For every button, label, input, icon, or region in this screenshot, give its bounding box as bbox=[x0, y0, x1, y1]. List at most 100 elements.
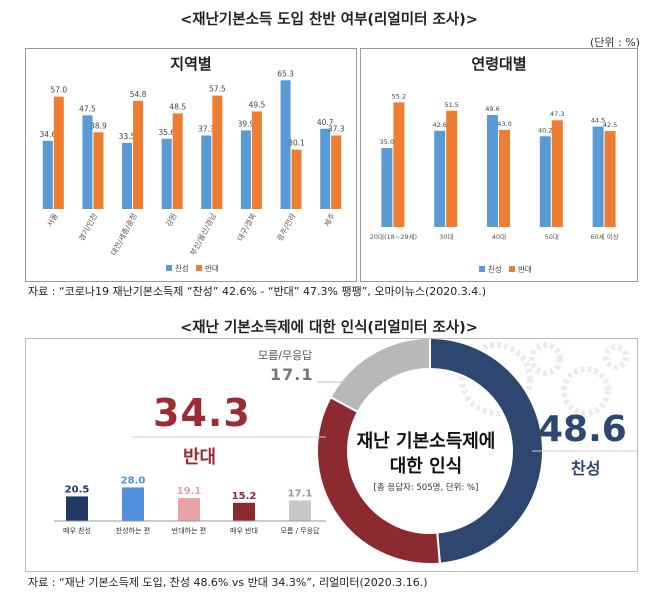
donut-center-line1: 재난 기본소득제에 bbox=[356, 431, 496, 452]
against-label: 반대 bbox=[183, 447, 217, 468]
small-bar-value: 15.2 bbox=[232, 491, 257, 502]
donut-slice-0 bbox=[429, 339, 544, 565]
age-chart: 35.0 55.2 20대(18~29세) 42.6 51.5 30대 49.6 43.0 40… bbox=[370, 92, 619, 274]
data-label: 35.0 bbox=[380, 138, 394, 146]
bar-approve bbox=[487, 115, 498, 227]
data-label: 42.6 bbox=[432, 121, 446, 129]
for-label: 찬성 bbox=[571, 459, 601, 478]
data-label: 51.5 bbox=[444, 101, 458, 109]
small-bar-label: 모름 / 무응답 bbox=[280, 526, 320, 535]
bar-oppose bbox=[499, 129, 510, 227]
legend-swatch bbox=[166, 265, 172, 271]
gear-decoration bbox=[561, 366, 611, 416]
bar-approve bbox=[122, 142, 133, 209]
section1-source: 자료 : “코로나19 재난기본소득제 “찬성” 42.6% - “반대” 47… bbox=[28, 285, 487, 298]
small-bar-value: 17.1 bbox=[288, 488, 313, 499]
perception-panel: 20.5 매우 찬성 28.0 찬성하는 편 19.1 반대하는 편 15.2 매우 반대 17… bbox=[25, 338, 638, 572]
bar-oppose bbox=[604, 131, 616, 227]
respondent-note: [총 응답자: 505명, 단위: %] bbox=[373, 483, 479, 493]
section2-title: <재난 기본소득제에 대한 인식(리얼미터 조사)> bbox=[180, 320, 478, 336]
bar-oppose bbox=[93, 132, 104, 209]
legend-swatch bbox=[196, 265, 202, 271]
data-label: 55.2 bbox=[392, 92, 406, 100]
undecided-label: 모름/무응답 bbox=[258, 349, 313, 362]
data-label: 49.5 bbox=[249, 100, 266, 109]
category-label: 서울 bbox=[45, 212, 59, 228]
against-percentage: 34.3 bbox=[153, 391, 251, 435]
data-label: 43.0 bbox=[497, 120, 511, 128]
small-bar-label: 매우 찬성 bbox=[63, 526, 91, 535]
bar-oppose bbox=[133, 100, 144, 209]
section1-title: <재난기본소득 도입 찬반 여부(리얼미터 조사)> bbox=[180, 12, 478, 28]
bar-oppose bbox=[172, 113, 183, 209]
region-panel: 지역별 34.6 57.0 서울 47.5 38.9 경기/인천 33.5 54.8 대전/세종… bbox=[25, 48, 357, 282]
small-bar bbox=[122, 487, 144, 521]
bar-approve bbox=[434, 130, 446, 227]
data-label: 48.5 bbox=[169, 102, 186, 111]
bar-oppose bbox=[212, 95, 223, 209]
bar-approve bbox=[82, 115, 93, 209]
bar-approve bbox=[42, 140, 53, 209]
legend-swatch bbox=[509, 266, 515, 272]
small-bar bbox=[233, 502, 255, 521]
for-percentage: 48.6 bbox=[538, 409, 627, 450]
unit-label: (단위 : %) bbox=[590, 36, 640, 49]
bar-oppose bbox=[551, 120, 563, 227]
category-label: 대전/세종/충청 bbox=[108, 211, 139, 257]
bar-approve bbox=[539, 136, 551, 227]
gear-decoration bbox=[603, 344, 629, 370]
category-label: 50대 bbox=[545, 233, 559, 241]
bar-oppose bbox=[393, 102, 405, 227]
age-chart-title: 연령대별 bbox=[471, 55, 527, 73]
data-label: 35.6 bbox=[158, 128, 175, 137]
gear-decoration bbox=[459, 342, 533, 416]
bar-approve bbox=[161, 138, 172, 209]
category-label: 경기/인천 bbox=[76, 211, 99, 242]
gear-decoration bbox=[529, 342, 563, 376]
bar-approve bbox=[592, 126, 604, 227]
category-label: 40대 bbox=[492, 233, 506, 241]
section2-source: 자료 : “재난 기본소득제 도입, 찬성 48.6% vs 반대 34.3%”… bbox=[28, 576, 428, 589]
data-label: 65.3 bbox=[277, 69, 294, 78]
bar-oppose bbox=[251, 111, 262, 209]
small-bar bbox=[66, 496, 88, 521]
perception-chart: 20.5 매우 찬성 28.0 찬성하는 편 19.1 반대하는 편 15.2 매우 반대 17… bbox=[54, 339, 637, 565]
legend-swatch bbox=[479, 266, 485, 272]
category-label: 광주/전라 bbox=[274, 211, 297, 242]
data-label: 38.9 bbox=[90, 121, 107, 130]
category-label: 30대 bbox=[439, 233, 453, 241]
data-label: 34.6 bbox=[39, 130, 56, 139]
category-label: 60세 이상 bbox=[590, 232, 618, 241]
data-label: 49.6 bbox=[485, 105, 499, 113]
data-label: 33.5 bbox=[119, 132, 136, 141]
legend-label: 반대 bbox=[205, 264, 219, 273]
small-bar-value: 19.1 bbox=[177, 486, 202, 497]
category-label: 제주 bbox=[323, 212, 337, 228]
data-label: 40.7 bbox=[317, 118, 334, 127]
data-label: 54.8 bbox=[130, 90, 147, 99]
bar-approve bbox=[201, 135, 212, 209]
small-bar bbox=[178, 498, 200, 521]
data-label: 39.9 bbox=[238, 119, 255, 128]
data-label: 42.5 bbox=[603, 121, 617, 129]
small-bar-value: 28.0 bbox=[121, 475, 146, 486]
data-label: 47.5 bbox=[79, 104, 96, 113]
data-label: 37.3 bbox=[198, 124, 215, 133]
legend-label: 찬성 bbox=[175, 263, 189, 273]
region-chart: 34.6 57.0 서울 47.5 38.9 경기/인천 33.5 54.8 대전/세종/충청 3… bbox=[39, 69, 345, 273]
small-bar-label: 매우 반대 bbox=[230, 526, 258, 535]
data-label: 30.1 bbox=[288, 139, 305, 148]
data-label: 40.2 bbox=[538, 126, 552, 134]
bar-approve bbox=[320, 128, 331, 209]
category-label: 부산/울산/경남 bbox=[187, 211, 218, 257]
data-label: 37.3 bbox=[328, 124, 345, 133]
category-label: 대구/경북 bbox=[235, 211, 258, 242]
donut-center-line2: 대한 인식 bbox=[389, 456, 463, 477]
age-panel: 연령대별 35.0 55.2 20대(18~29세) 42.6 51.5 30대 49.6 4… bbox=[360, 48, 638, 282]
region-chart-title: 지역별 bbox=[170, 55, 212, 73]
data-label: 44.5 bbox=[591, 117, 605, 125]
small-bar-label: 반대하는 편 bbox=[172, 526, 206, 535]
data-label: 57.0 bbox=[50, 86, 67, 95]
data-label: 57.5 bbox=[209, 85, 226, 94]
category-label: 강원 bbox=[163, 211, 178, 228]
